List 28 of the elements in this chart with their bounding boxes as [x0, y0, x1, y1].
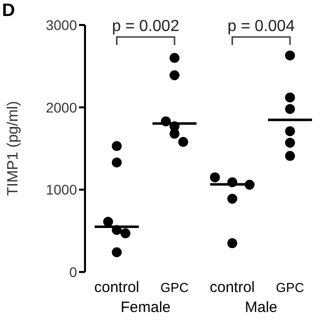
x-tick-label: GPC [160, 280, 189, 295]
text: D [2, 0, 15, 20]
point [227, 194, 238, 204]
point [285, 138, 296, 148]
point [285, 92, 296, 102]
point [112, 247, 122, 258]
y-tick-label: 0 [69, 264, 78, 280]
text: Male [244, 299, 278, 316]
y-tick-label: 1000 [46, 182, 78, 198]
y-tick-label: 3000 [46, 16, 78, 33]
point [285, 104, 296, 114]
point [112, 157, 122, 168]
x-tick-label: control [94, 279, 140, 296]
y-tick-label: 2000 [46, 99, 78, 116]
point [170, 128, 180, 139]
point [285, 150, 296, 161]
point [285, 126, 296, 136]
point [112, 141, 122, 152]
annotation: p = 0.002 [112, 18, 180, 35]
annotation: p = 0.004 [228, 18, 295, 35]
x-tick-label: GPC [276, 280, 304, 295]
point [285, 50, 296, 60]
x-tick-label: control [210, 279, 255, 296]
point [170, 70, 180, 80]
text: Female [120, 299, 171, 316]
point [170, 52, 180, 63]
point [227, 238, 238, 248]
y-axis-title: TIMP1 (pg/ml) [4, 100, 22, 196]
